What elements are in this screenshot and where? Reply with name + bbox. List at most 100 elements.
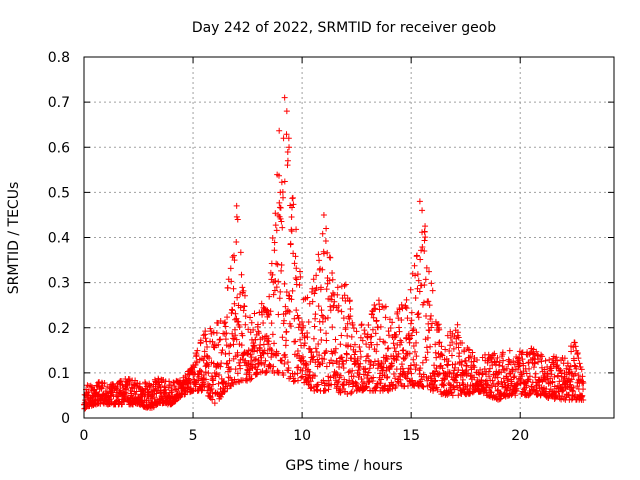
data-point xyxy=(400,347,407,354)
data-point xyxy=(286,144,293,151)
data-point xyxy=(238,271,245,278)
data-point xyxy=(273,284,280,291)
data-point xyxy=(377,323,384,330)
data-point xyxy=(402,304,409,311)
data-point xyxy=(338,283,345,290)
data-point xyxy=(332,336,339,343)
data-point xyxy=(252,356,259,363)
data-point xyxy=(393,331,400,338)
data-point xyxy=(494,354,501,361)
data-point xyxy=(231,335,238,342)
data-point xyxy=(203,360,210,367)
data-point xyxy=(290,378,297,385)
data-point xyxy=(398,301,405,308)
data-point xyxy=(270,291,277,298)
data-point xyxy=(145,389,152,396)
data-point xyxy=(286,308,293,315)
data-point xyxy=(265,335,272,342)
data-point xyxy=(414,311,421,318)
data-point xyxy=(365,369,372,376)
data-point xyxy=(338,354,345,361)
data-point xyxy=(442,346,449,353)
data-point xyxy=(315,340,322,347)
data-point xyxy=(452,361,459,368)
data-point xyxy=(489,377,496,384)
data-point xyxy=(275,211,282,218)
data-point xyxy=(228,310,235,317)
data-point xyxy=(436,326,443,333)
data-point xyxy=(349,321,356,328)
data-point xyxy=(319,360,326,367)
data-point xyxy=(323,286,330,293)
data-point xyxy=(403,296,410,303)
data-point xyxy=(436,339,443,346)
data-point xyxy=(571,339,578,346)
data-point xyxy=(370,362,377,369)
data-point xyxy=(401,355,408,362)
data-point xyxy=(318,284,325,291)
data-point xyxy=(134,380,141,387)
data-point xyxy=(504,387,511,394)
data-point xyxy=(334,371,341,378)
data-point xyxy=(575,355,582,362)
data-point xyxy=(228,278,235,285)
data-point xyxy=(373,317,380,324)
data-point xyxy=(237,304,244,311)
data-point xyxy=(329,276,336,283)
data-point xyxy=(377,380,384,387)
plot-frame xyxy=(83,56,615,419)
data-point xyxy=(515,357,522,364)
data-point xyxy=(580,386,587,393)
data-point xyxy=(189,388,196,395)
data-point xyxy=(359,337,366,344)
data-point xyxy=(438,351,445,358)
data-point xyxy=(321,356,328,363)
data-point xyxy=(261,361,268,368)
data-point xyxy=(395,315,402,322)
data-point xyxy=(404,315,411,322)
data-point xyxy=(416,288,423,295)
data-point xyxy=(413,329,420,336)
data-point xyxy=(222,319,229,326)
data-point xyxy=(433,354,440,361)
data-point xyxy=(417,365,424,372)
data-point xyxy=(340,364,347,371)
data-point xyxy=(322,238,329,245)
data-point xyxy=(254,366,261,373)
data-point xyxy=(373,348,380,355)
data-point xyxy=(408,370,415,377)
data-point xyxy=(474,356,481,363)
data-point xyxy=(310,276,317,283)
data-point xyxy=(446,369,453,376)
data-point xyxy=(246,365,253,372)
data-point xyxy=(329,350,336,357)
data-point xyxy=(248,354,255,361)
data-point xyxy=(272,222,279,229)
data-point xyxy=(273,260,280,267)
data-point xyxy=(383,374,390,381)
data-point xyxy=(367,333,374,340)
data-point xyxy=(234,370,241,377)
data-point xyxy=(231,300,238,307)
data-point xyxy=(428,312,435,319)
data-point xyxy=(284,359,291,366)
data-point xyxy=(533,348,540,355)
data-point xyxy=(237,249,244,256)
data-point xyxy=(229,307,236,314)
data-point xyxy=(481,366,488,373)
data-point xyxy=(297,273,304,280)
data-point xyxy=(404,382,411,389)
data-point xyxy=(223,330,230,337)
data-point xyxy=(307,378,314,385)
data-point xyxy=(314,381,321,388)
data-point xyxy=(580,380,587,387)
data-point xyxy=(171,383,178,390)
data-point xyxy=(565,375,572,382)
data-point xyxy=(469,349,476,356)
data-point xyxy=(503,365,510,372)
data-point xyxy=(142,379,149,386)
data-point xyxy=(398,361,405,368)
data-point xyxy=(575,372,582,379)
data-point xyxy=(413,339,420,346)
data-point xyxy=(266,293,273,300)
